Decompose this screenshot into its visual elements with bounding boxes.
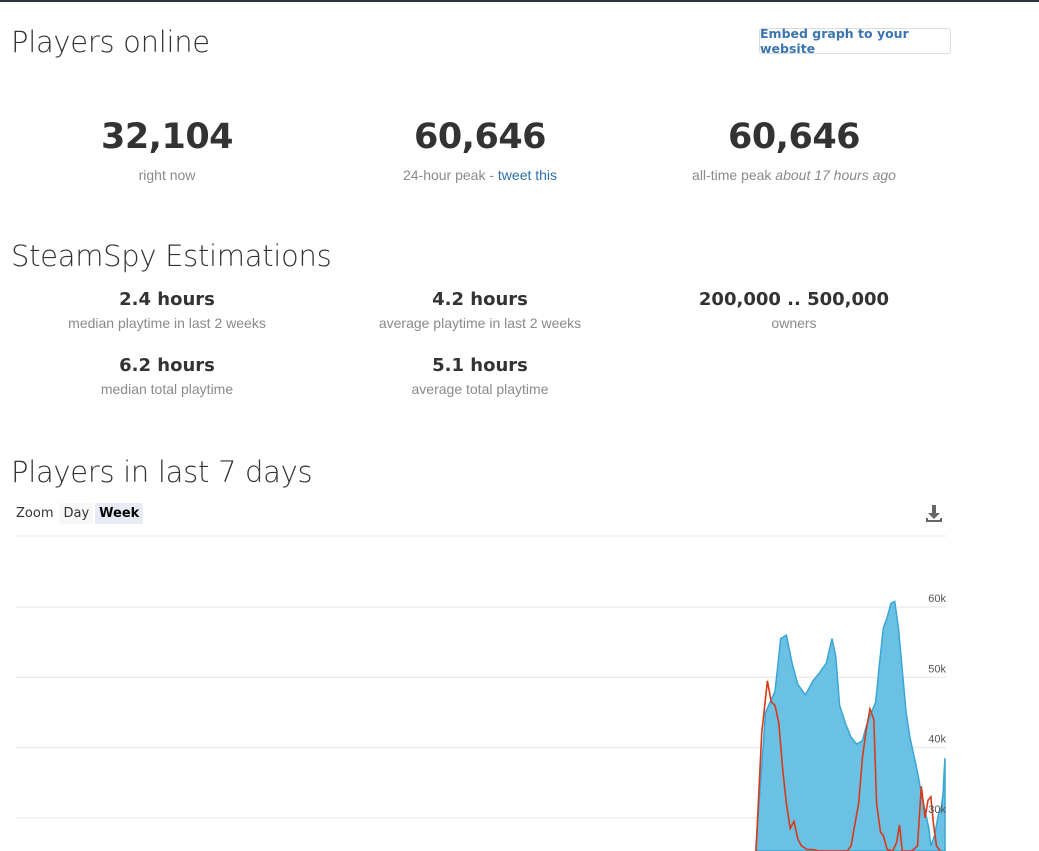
owners-value: 200,000 .. 500,000 — [698, 289, 890, 310]
zoom-week-button[interactable]: Week — [95, 503, 144, 524]
stat-all-time-peak: 60,646 all-time peak about 17 hours ago — [634, 117, 954, 183]
top-border — [0, 0, 1039, 2]
owners-label: owners — [771, 315, 817, 331]
peak-24h-label: 24-hour peak - — [402, 167, 498, 183]
median-2w-value: 2.4 hours — [119, 289, 215, 310]
zoom-controls: Zoom Day Week — [16, 503, 145, 524]
average-total-value: 5.1 hours — [432, 355, 528, 376]
embed-graph-button[interactable]: Embed graph to your website — [759, 26, 951, 56]
est-average-2w: 4.2 hours average playtime in last 2 wee… — [320, 289, 640, 331]
stat-24h-peak: 60,646 24-hour peak - tweet this — [320, 117, 640, 183]
tweet-this-link[interactable]: tweet this — [497, 167, 558, 183]
est-average-total: 5.1 hours average total playtime — [320, 355, 640, 397]
median-total-label: median total playtime — [100, 381, 234, 397]
all-time-peak-value: 60,646 — [727, 117, 861, 157]
players-area — [755, 600, 946, 851]
y-tick-label: 60k — [928, 593, 946, 605]
median-total-value: 6.2 hours — [119, 355, 215, 376]
stat-right-now: 32,104 right now — [7, 117, 327, 183]
y-tick-label: 40k — [928, 734, 946, 746]
zoom-label: Zoom — [16, 506, 54, 521]
y-tick-label: 50k — [928, 663, 946, 675]
players-now-value: 32,104 — [100, 117, 234, 157]
players-7days-title: Players in last 7 days — [11, 455, 313, 489]
average-2w-value: 4.2 hours — [432, 289, 528, 310]
peak-24h-value: 60,646 — [413, 117, 547, 157]
zoom-day-button[interactable]: Day — [59, 503, 94, 524]
all-time-peak-label: all-time peak — [692, 167, 776, 183]
est-median-2w: 2.4 hours median playtime in last 2 week… — [7, 289, 327, 331]
players-chart: 60k 50k 40k 30k — [16, 535, 946, 851]
average-total-label: average total playtime — [411, 381, 549, 397]
players-online-title: Players online — [11, 25, 210, 59]
median-2w-label: median playtime in last 2 weeks — [68, 315, 266, 331]
all-time-peak-ago: about 17 hours ago — [775, 167, 896, 183]
est-median-total: 6.2 hours median total playtime — [7, 355, 327, 397]
players-now-label: right now — [138, 167, 196, 183]
steamspy-title: SteamSpy Estimations — [11, 239, 332, 273]
average-2w-label: average playtime in last 2 weeks — [378, 315, 582, 331]
twitch-viewers-line — [755, 680, 941, 851]
download-icon[interactable] — [922, 502, 946, 526]
est-owners: 200,000 .. 500,000 owners — [634, 289, 954, 331]
y-tick-label: 30k — [928, 804, 946, 816]
